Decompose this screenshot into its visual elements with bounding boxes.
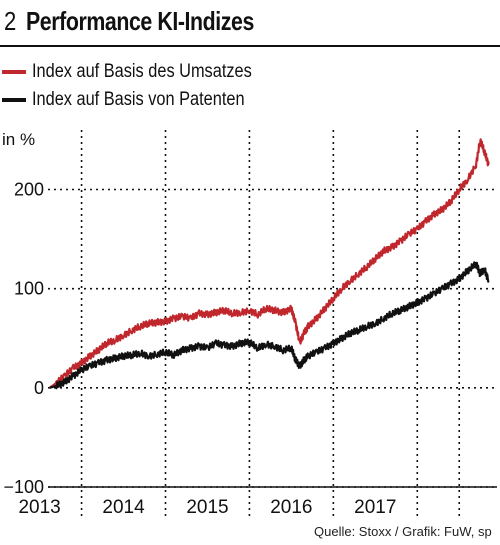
y-tick-label: −100 — [3, 477, 44, 497]
series-line-patente — [49, 261, 490, 390]
x-tick-label: 2016 — [270, 497, 312, 518]
x-tick-label: 2015 — [186, 497, 228, 518]
title-rule — [0, 45, 500, 47]
figure-number: 2 — [4, 6, 16, 36]
source-note: Quelle: Stoxx / Grafik: FuW, sp — [314, 524, 492, 539]
x-axis: 2013 2014 2015 2016 2017 — [18, 486, 497, 518]
legend-label-patente: Index auf Basis von Patenten — [32, 89, 245, 110]
series-line-umsatz — [48, 138, 490, 389]
grid-lines — [48, 130, 497, 517]
chart-header: 2 Performance KI-Indizes — [4, 6, 304, 37]
legend-item-umsatz: Index auf Basis des Umsatzes — [2, 58, 288, 86]
legend-item-patente: Index auf Basis von Patenten — [2, 86, 288, 114]
series-lines — [48, 138, 490, 390]
chart-title: Performance KI-Indizes — [25, 6, 254, 36]
y-axis-unit: in % — [2, 130, 35, 149]
x-tick-label: 2013 — [18, 497, 60, 518]
y-tick-label: 200 — [14, 180, 44, 200]
legend: Index auf Basis des Umsatzes Index auf B… — [2, 58, 288, 114]
y-tick-label: 0 — [34, 378, 44, 398]
y-axis: −100 0 100 200 in % — [2, 130, 44, 497]
legend-swatch-patente — [2, 98, 26, 102]
legend-label-umsatz: Index auf Basis des Umsatzes — [32, 61, 252, 82]
x-tick-label: 2017 — [354, 497, 396, 518]
y-tick-label: 100 — [14, 279, 44, 299]
legend-swatch-umsatz — [2, 70, 26, 74]
x-tick-label: 2014 — [102, 497, 145, 518]
